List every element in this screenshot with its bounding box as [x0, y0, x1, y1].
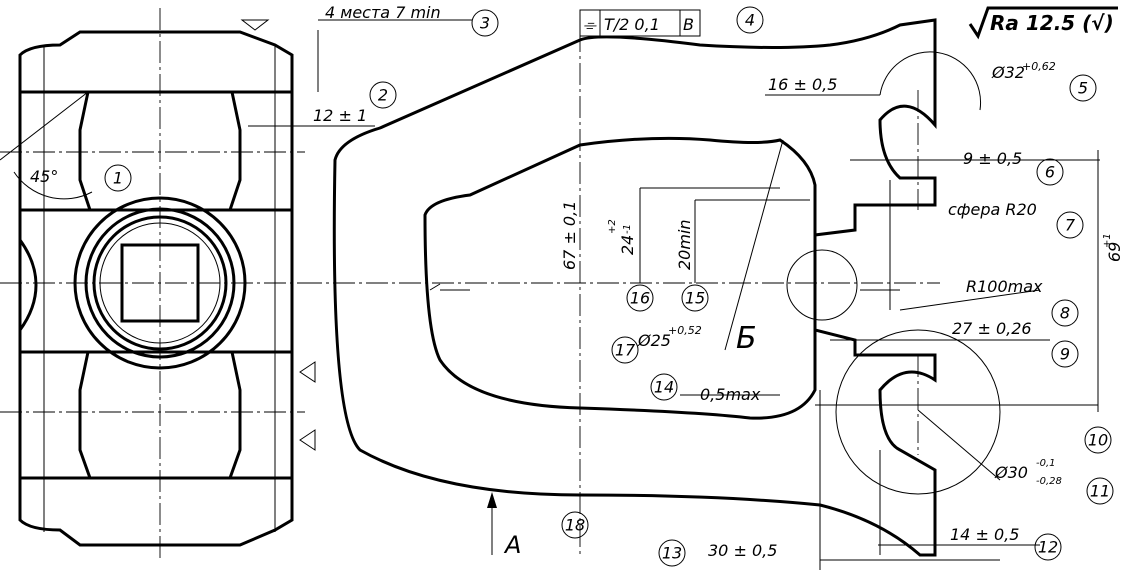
dim-dia30-lo: -0,28 — [1036, 476, 1062, 487]
callout-6: 6 — [1045, 163, 1055, 182]
dim-24: 24 — [618, 235, 637, 255]
tolerance-symbol: ⌯ — [583, 15, 597, 34]
callout-17: 17 — [615, 341, 636, 360]
dim-05max: 0,5max — [700, 385, 761, 404]
dim-r100: R100max — [966, 277, 1043, 296]
roughness-text: Ra 12.5 (√) — [990, 11, 1114, 35]
callout-10: 10 — [1088, 431, 1108, 450]
dim-dia32: Ø32 — [991, 63, 1025, 82]
callout-1: 1 — [113, 169, 123, 188]
dim-9: 9 ± 0,5 — [963, 149, 1022, 168]
dim-12: 12 ± 1 — [313, 106, 367, 125]
callout-11: 11 — [1090, 482, 1110, 501]
dim-67: 67 ± 0,1 — [560, 201, 579, 270]
section-letter: Б — [736, 321, 757, 356]
callout-15: 15 — [685, 289, 705, 308]
callout-9: 9 — [1060, 345, 1070, 364]
view-letter: A — [503, 531, 521, 559]
dim-69: 69 — [1105, 242, 1122, 262]
tolerance-datum: B — [683, 15, 694, 34]
callout-8: 8 — [1060, 304, 1070, 323]
dim-sphere: сфера R20 — [948, 200, 1037, 219]
callout-7: 7 — [1065, 216, 1076, 235]
dim-24-up: +2 — [607, 219, 618, 234]
callouts: 1 2 3 4 5 6 7 8 9 10 11 12 13 14 15 16 1… — [104, 6, 1114, 567]
dim-dia30: Ø30 — [994, 463, 1028, 482]
dim-20min: 20min — [675, 219, 694, 270]
tolerance-frame: ⌯ T/2 0,1 B — [579, 9, 701, 37]
section-body — [332, 18, 937, 557]
section-view — [300, 18, 1100, 570]
dim-69-tol: +1 — [1102, 233, 1113, 248]
callout-2: 2 — [378, 86, 388, 105]
dim-16: 16 ± 0,5 — [768, 75, 837, 94]
callout-12: 12 — [1038, 538, 1058, 557]
dim-24-lo: -1 — [622, 224, 633, 234]
dim-dia30-up: -0,1 — [1036, 458, 1056, 469]
tolerance-value: T/2 0,1 — [604, 15, 660, 34]
dim-27: 27 ± 0,26 — [952, 319, 1032, 338]
dim-places: 4 места 7 min — [325, 3, 441, 22]
dim-dia32-tol: +0,62 — [1022, 60, 1056, 73]
callout-16: 16 — [630, 289, 650, 308]
callout-4: 4 — [745, 11, 755, 30]
dim-dia25-tol: +0,52 — [668, 324, 702, 337]
dim-30: 30 ± 0,5 — [708, 541, 777, 560]
callout-18: 18 — [565, 516, 585, 535]
dim-angle: 45° — [30, 167, 58, 186]
left-view — [0, 8, 472, 560]
callout-14: 14 — [654, 378, 674, 397]
callout-3: 3 — [480, 14, 490, 33]
dim-14: 14 ± 0,5 — [950, 525, 1019, 544]
callout-5: 5 — [1078, 79, 1088, 98]
dim-dia25: Ø25 — [637, 331, 671, 350]
callout-13: 13 — [662, 544, 682, 563]
roughness-symbol: Ra 12.5 (√) — [968, 6, 1118, 40]
section-cavity — [423, 136, 817, 420]
